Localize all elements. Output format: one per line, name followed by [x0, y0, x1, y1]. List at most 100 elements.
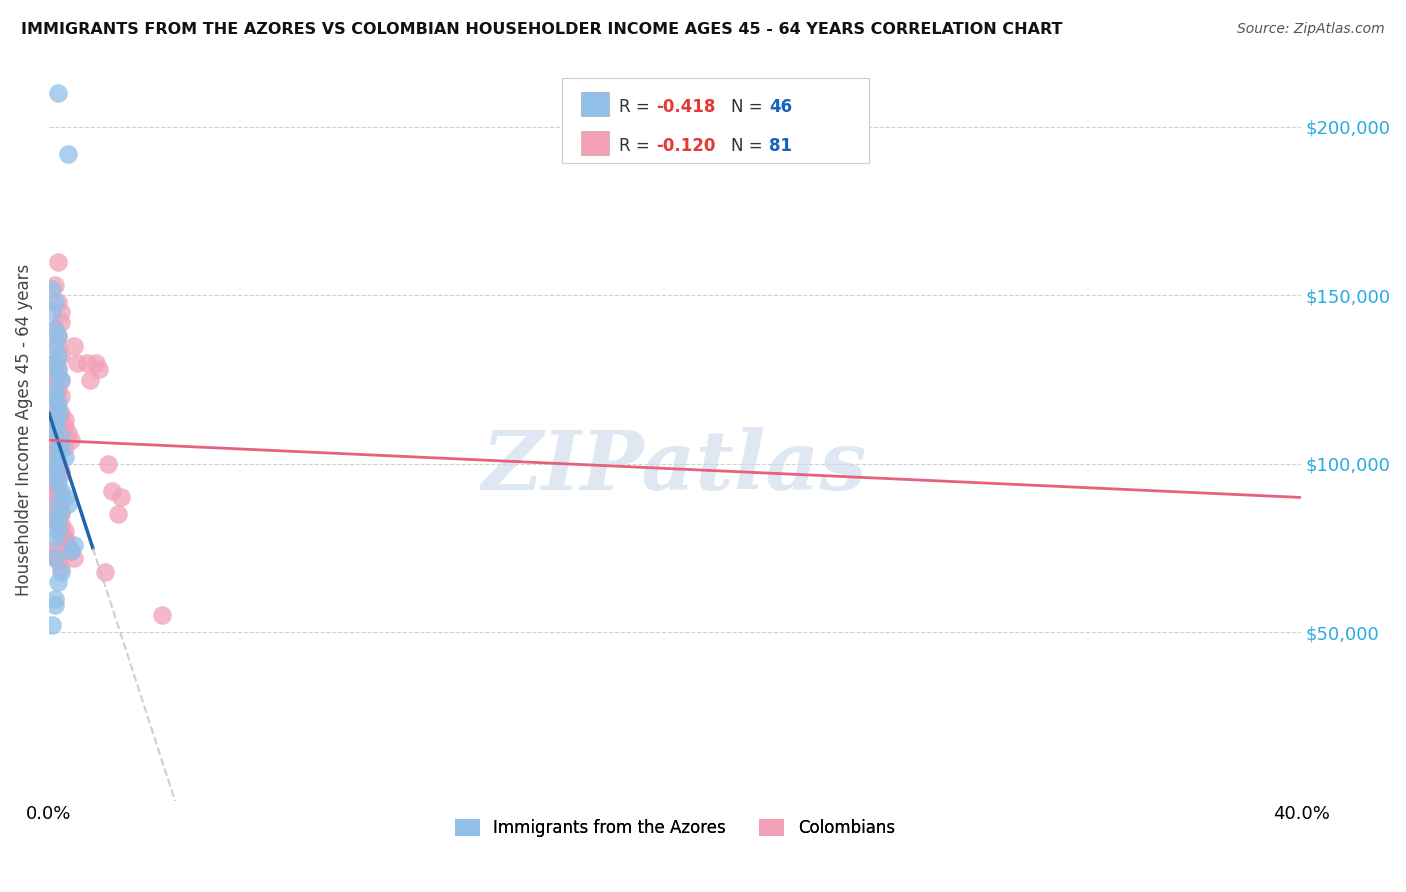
- Point: [44, 369, 66, 384]
- Text: -0.418: -0.418: [657, 98, 716, 116]
- Point: [51, 521, 73, 535]
- Point: [63, 339, 86, 353]
- Point: [44, 396, 66, 410]
- Point: [44, 389, 66, 403]
- Point: [51, 508, 73, 522]
- Point: [94, 565, 117, 579]
- Text: 81: 81: [769, 136, 792, 154]
- Point: [41, 305, 63, 319]
- Point: [44, 493, 66, 508]
- Point: [44, 322, 66, 336]
- Point: [51, 565, 73, 579]
- Point: [84, 356, 107, 370]
- Point: [48, 362, 70, 376]
- Point: [56, 147, 79, 161]
- Point: [48, 339, 70, 353]
- Point: [66, 356, 89, 370]
- Y-axis label: Householder Income Ages 45 - 64 years: Householder Income Ages 45 - 64 years: [15, 264, 32, 596]
- Point: [48, 406, 70, 420]
- Point: [44, 423, 66, 437]
- Point: [53, 419, 76, 434]
- Point: [44, 389, 66, 403]
- Point: [44, 457, 66, 471]
- Point: [44, 477, 66, 491]
- Point: [44, 591, 66, 606]
- Point: [53, 524, 76, 538]
- Point: [48, 517, 70, 532]
- Point: [44, 548, 66, 562]
- Point: [44, 510, 66, 524]
- Point: [51, 561, 73, 575]
- Point: [48, 524, 70, 538]
- Legend: Immigrants from the Azores, Colombians: Immigrants from the Azores, Colombians: [449, 813, 901, 844]
- Point: [51, 436, 73, 450]
- Point: [44, 423, 66, 437]
- Point: [97, 457, 120, 471]
- Text: Source: ZipAtlas.com: Source: ZipAtlas.com: [1237, 22, 1385, 37]
- Point: [44, 339, 66, 353]
- Point: [51, 517, 73, 532]
- Point: [56, 538, 79, 552]
- Point: [51, 373, 73, 387]
- Point: [48, 510, 70, 524]
- Point: [51, 504, 73, 518]
- Point: [48, 254, 70, 268]
- Point: [44, 440, 66, 454]
- FancyBboxPatch shape: [581, 131, 609, 154]
- Point: [48, 447, 70, 461]
- Point: [44, 450, 66, 464]
- Point: [48, 349, 70, 363]
- Point: [48, 383, 70, 397]
- Point: [76, 356, 98, 370]
- Text: -0.120: -0.120: [657, 136, 716, 154]
- Point: [44, 453, 66, 467]
- Point: [48, 403, 70, 417]
- Point: [44, 443, 66, 458]
- Point: [44, 457, 66, 471]
- Text: 46: 46: [769, 98, 792, 116]
- Point: [44, 504, 66, 518]
- Point: [44, 383, 66, 397]
- Text: ZIPatlas: ZIPatlas: [482, 427, 868, 508]
- Point: [53, 440, 76, 454]
- Point: [79, 373, 101, 387]
- Point: [44, 551, 66, 566]
- Point: [48, 497, 70, 511]
- Point: [150, 608, 173, 623]
- Point: [44, 417, 66, 431]
- Point: [48, 483, 70, 498]
- Point: [53, 413, 76, 427]
- Point: [48, 574, 70, 589]
- Text: N =: N =: [731, 98, 768, 116]
- Point: [51, 483, 73, 498]
- Point: [59, 544, 82, 558]
- Point: [48, 409, 70, 424]
- Point: [44, 531, 66, 545]
- Point: [48, 295, 70, 310]
- Point: [44, 474, 66, 488]
- Point: [41, 618, 63, 632]
- Point: [48, 87, 70, 101]
- Point: [48, 487, 70, 501]
- Point: [51, 389, 73, 403]
- Point: [44, 463, 66, 477]
- Point: [56, 426, 79, 441]
- Point: [63, 538, 86, 552]
- Point: [44, 470, 66, 484]
- Point: [48, 396, 70, 410]
- Point: [48, 430, 70, 444]
- Point: [44, 447, 66, 461]
- Point: [51, 409, 73, 424]
- Point: [48, 554, 70, 568]
- Point: [53, 531, 76, 545]
- Point: [48, 328, 70, 343]
- Point: [51, 373, 73, 387]
- Point: [44, 322, 66, 336]
- Point: [53, 534, 76, 549]
- Point: [41, 282, 63, 296]
- Point: [53, 491, 76, 505]
- Point: [51, 349, 73, 363]
- Point: [48, 328, 70, 343]
- Point: [48, 403, 70, 417]
- Point: [44, 373, 66, 387]
